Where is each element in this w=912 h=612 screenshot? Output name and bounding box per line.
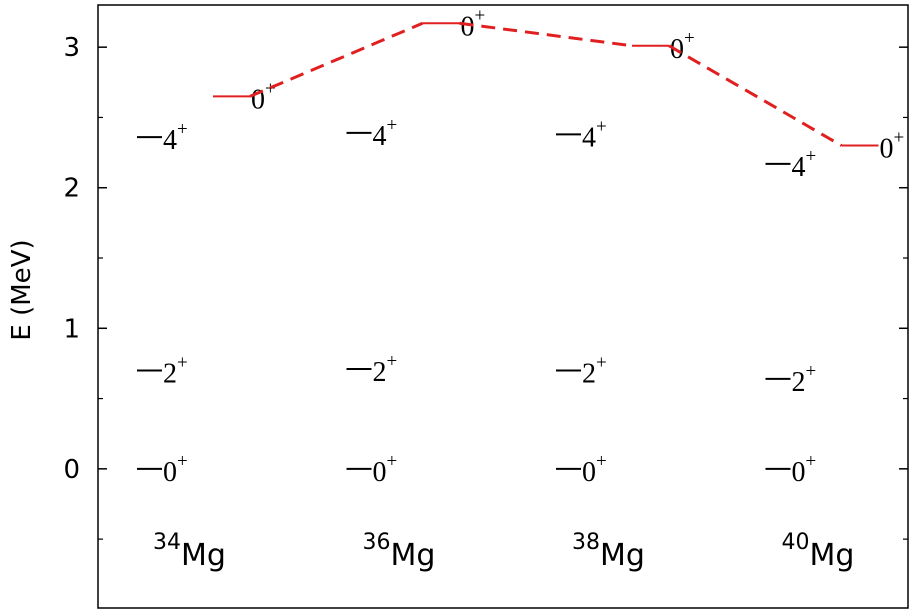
parity: + (684, 28, 695, 49)
level-label: 4+ (792, 146, 817, 183)
parity: + (387, 115, 398, 136)
level-label: 0+ (880, 128, 905, 165)
mass-number: 34 (153, 530, 181, 555)
parity: + (806, 361, 817, 382)
level-label: 2+ (373, 351, 398, 388)
level-label: 0+ (792, 451, 817, 488)
y-axis-label: E (MeV) (7, 239, 37, 340)
spin: 0 (163, 457, 177, 488)
mass-number: 40 (782, 530, 810, 555)
parity: + (265, 78, 276, 99)
parity: + (596, 352, 607, 373)
spin: 0 (373, 457, 387, 488)
y-tick-label: 2 (63, 174, 80, 204)
spin: 4 (163, 125, 177, 156)
spin: 4 (373, 121, 387, 152)
spin: 0 (461, 11, 475, 42)
parity: + (475, 5, 486, 26)
level-label: 4+ (163, 119, 188, 156)
level-label: 2+ (582, 352, 607, 389)
level-label: 2+ (792, 361, 817, 398)
y-tick-label: 1 (63, 314, 80, 344)
level-label: 0+ (373, 451, 398, 488)
mass-number: 38 (572, 530, 600, 555)
spin: 2 (582, 358, 596, 389)
level-connector (668, 44, 843, 147)
plot-frame (97, 4, 909, 609)
spin: 0 (792, 457, 806, 488)
level-label: 2+ (163, 352, 188, 389)
level-label: 4+ (582, 116, 607, 153)
nucleus-label: 40Mg (782, 530, 855, 573)
element-symbol: Mg (600, 538, 645, 573)
parity: + (596, 116, 607, 137)
level-label: 0+ (251, 78, 276, 115)
parity: + (596, 451, 607, 472)
level-connector (459, 21, 633, 48)
mass-number: 36 (363, 530, 391, 555)
spin: 2 (373, 357, 387, 388)
parity: + (806, 146, 817, 167)
level-label: 0+ (163, 451, 188, 488)
spin: 0 (251, 84, 265, 115)
nucleus-label: 38Mg (572, 530, 645, 573)
element-symbol: Mg (391, 538, 436, 573)
parity: + (894, 128, 905, 149)
parity: + (806, 451, 817, 472)
spin: 2 (792, 367, 806, 398)
level-label: 0+ (461, 5, 486, 42)
parity: + (387, 351, 398, 372)
y-tick-label: 3 (63, 33, 80, 63)
parity: + (177, 451, 188, 472)
spin: 2 (163, 358, 177, 389)
spin: 0 (880, 134, 894, 165)
level-label: 0+ (582, 451, 607, 488)
spin: 4 (792, 152, 806, 183)
parity: + (177, 352, 188, 373)
spin: 4 (582, 122, 596, 153)
y-tick-label: 0 (63, 455, 80, 485)
element-symbol: Mg (810, 538, 855, 573)
parity: + (387, 451, 398, 472)
spin: 0 (582, 457, 596, 488)
level-label: 4+ (373, 115, 398, 152)
element-symbol: Mg (181, 538, 226, 573)
level-connector (249, 21, 424, 98)
parity: + (177, 119, 188, 140)
nucleus-label: 34Mg (153, 530, 226, 573)
nucleus-label: 36Mg (363, 530, 436, 573)
